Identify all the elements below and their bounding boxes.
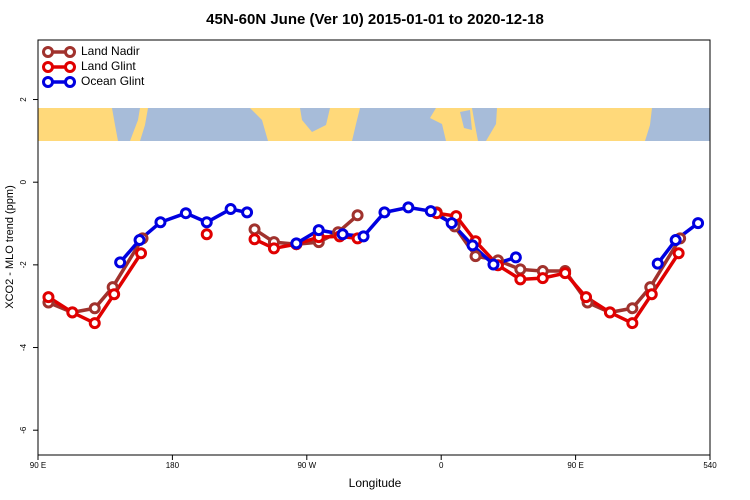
point xyxy=(536,272,549,285)
y-tick-label: 0 xyxy=(19,179,28,184)
point xyxy=(42,291,55,304)
point xyxy=(336,228,349,241)
point xyxy=(351,209,364,222)
legend-marker xyxy=(64,46,76,58)
point xyxy=(133,234,146,247)
point xyxy=(626,302,639,315)
x-tick-label: 90 E xyxy=(567,461,583,470)
legend-label: Land Nadir xyxy=(81,44,140,58)
point xyxy=(487,258,500,271)
y-tick-label: 2 xyxy=(19,97,28,102)
x-tick-label: 180 xyxy=(166,461,180,470)
x-tick-label: 90 E xyxy=(30,461,46,470)
point xyxy=(135,247,148,260)
point xyxy=(200,216,213,229)
point xyxy=(378,206,391,219)
point xyxy=(312,224,325,237)
point xyxy=(241,206,254,219)
chart-title: 45N-60N June (Ver 10) 2015-01-01 to 2020… xyxy=(206,11,544,28)
point xyxy=(290,237,303,250)
point xyxy=(651,257,664,270)
point xyxy=(179,207,192,220)
legend-marker xyxy=(42,46,54,58)
x-tick-label: 90 W xyxy=(297,461,316,470)
y-axis-label: XCO2 - MLO trend (ppm) xyxy=(4,185,16,308)
point xyxy=(626,317,639,330)
point xyxy=(224,203,237,216)
y-tick-label: -6 xyxy=(19,426,28,434)
point xyxy=(357,230,370,243)
y-tick-label: -4 xyxy=(19,343,28,351)
point xyxy=(108,288,121,301)
legend-marker xyxy=(42,76,54,88)
point xyxy=(692,217,705,230)
point xyxy=(66,306,79,319)
x-axis-label: Longitude xyxy=(349,476,402,490)
legend-label: Land Glint xyxy=(81,59,136,73)
point xyxy=(424,205,437,218)
point xyxy=(514,273,527,286)
point xyxy=(248,223,261,236)
map-band xyxy=(38,108,710,141)
point xyxy=(114,256,127,269)
point xyxy=(514,263,527,276)
point xyxy=(672,247,685,260)
legend-marker xyxy=(64,76,76,88)
point xyxy=(466,239,479,252)
point xyxy=(88,302,101,315)
point xyxy=(88,317,101,330)
point xyxy=(200,228,213,241)
legend-marker xyxy=(42,61,54,73)
legend-label: Ocean Glint xyxy=(81,74,145,88)
point xyxy=(267,242,280,255)
point xyxy=(559,267,572,280)
point xyxy=(603,306,616,319)
y-tick-label: -2 xyxy=(19,261,28,269)
legend-marker xyxy=(64,61,76,73)
point xyxy=(248,233,261,246)
point xyxy=(402,201,415,214)
point xyxy=(509,251,522,264)
point xyxy=(154,216,167,229)
point xyxy=(445,217,458,230)
point xyxy=(645,288,658,301)
x-tick-label: 0 xyxy=(439,461,444,470)
point xyxy=(469,250,482,263)
point xyxy=(669,234,682,247)
x-tick-label: 540 xyxy=(703,461,717,470)
plot-frame xyxy=(37,39,711,456)
point xyxy=(580,291,593,304)
